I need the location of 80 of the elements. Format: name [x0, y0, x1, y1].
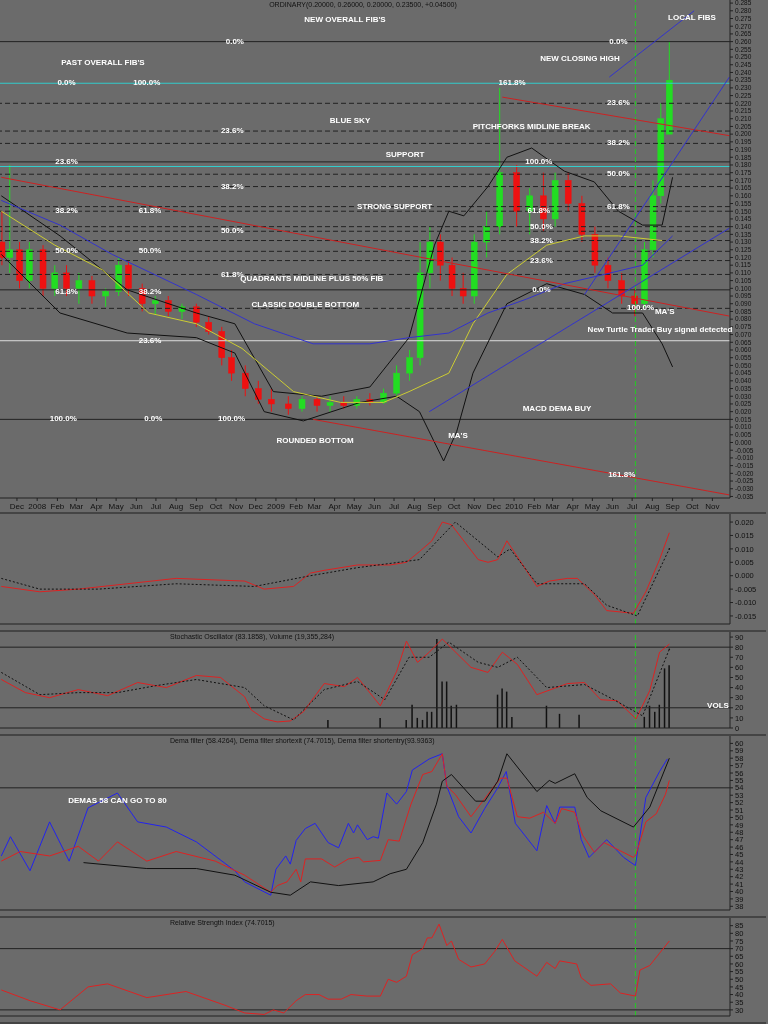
annotation: 38.2% — [530, 235, 553, 245]
annotation: 161.8% — [498, 78, 526, 88]
annotation: 50.0% — [607, 169, 630, 179]
x-tick-label: Dec — [9, 501, 25, 511]
x-tick-label: Sep — [665, 501, 681, 511]
x-tick-label: Apr — [90, 501, 104, 511]
annotation: 161.8% — [608, 469, 636, 479]
annotation: 0.0% — [609, 36, 628, 46]
annotation: 100.0% — [49, 414, 77, 424]
x-tick-label: 2010 — [505, 501, 524, 511]
annotation: MA'S — [448, 431, 468, 440]
x-tick-label: Jun — [368, 501, 381, 511]
annotation: MACD DEMA BUY — [522, 404, 592, 413]
annotation: 50.0% — [55, 246, 78, 256]
x-tick-label: Sep — [427, 501, 443, 511]
x-tick-label: Aug — [407, 501, 422, 511]
x-tick-label: Jul — [150, 501, 162, 511]
x-tick-label: Aug — [645, 501, 660, 511]
annotation: CLASSIC DOUBLE BOTTOM — [251, 300, 360, 310]
x-tick-label: Jul — [627, 501, 638, 511]
x-tick-label: Dec — [486, 501, 501, 511]
annotation: ROUNDED BOTTOM — [276, 436, 354, 445]
x-tick-label: Apr — [328, 501, 342, 511]
annotation: VOLS — [707, 701, 729, 710]
annotation: 0.0% — [144, 414, 163, 424]
annotation: LOCAL FIBS — [668, 13, 716, 22]
annotation: 23.6% — [220, 126, 244, 136]
annotation: PAST OVERALL FIB'S — [61, 58, 145, 67]
annotation: 50.0% — [530, 221, 553, 231]
annotation: 61.8% — [138, 206, 162, 216]
x-tick-label: Feb — [50, 501, 65, 511]
x-tick-label: Sep — [189, 501, 205, 511]
annotation: 61.8% — [607, 201, 630, 211]
annotation: 61.8% — [55, 286, 78, 296]
annotation: 50.0% — [220, 226, 244, 236]
annotation: 23.6% — [607, 98, 630, 108]
annotation: 100.0% — [133, 78, 161, 88]
annotation: 38.2% — [138, 286, 162, 296]
x-tick-label: 2008 — [28, 501, 47, 511]
x-tick-label: May — [584, 501, 600, 511]
annotation: NEW OVERALL FIB'S — [304, 15, 386, 24]
annotation: 23.6% — [530, 255, 553, 265]
x-tick-label: Jun — [129, 501, 143, 511]
x-tick-label: Feb — [527, 501, 542, 511]
annotation: 38.2% — [55, 206, 78, 216]
x-tick-label: Jul — [388, 501, 400, 511]
annotation: MA'S — [654, 306, 676, 316]
x-tick-label: May — [108, 501, 124, 511]
x-tick-label: Aug — [169, 501, 184, 511]
annotation: 61.8% — [527, 206, 551, 216]
x-tick-label: Nov — [229, 501, 244, 511]
annotation: 100.0% — [525, 157, 553, 166]
x-tick-label: May — [346, 501, 362, 511]
x-tick-label: Mar — [307, 501, 322, 511]
annotation: NEW CLOSING HIGH — [540, 54, 620, 63]
x-tick-label: Mar — [545, 501, 560, 511]
annotation: BLUE SKY — [329, 116, 371, 125]
x-tick-label: Apr — [566, 501, 580, 511]
x-tick-label: Oct — [685, 501, 700, 511]
annotation: 0.0% — [57, 78, 76, 88]
annotation: SUPPORT — [385, 150, 425, 159]
annotation: 38.2% — [607, 138, 630, 148]
x-tick-label: Mar — [69, 501, 84, 511]
annotation: New Turtle Trader Buy signal detected — [587, 325, 733, 334]
x-tick-label: 2009 — [267, 501, 286, 511]
x-tick-label: Nov — [705, 501, 720, 511]
x-tick-label: Feb — [289, 501, 304, 511]
annotation: 0.0% — [532, 284, 551, 294]
annotation: 0.0% — [225, 36, 244, 46]
x-tick-label: Nov — [467, 501, 482, 511]
x-tick-label: Oct — [209, 501, 223, 511]
x-tick-label: Oct — [447, 501, 462, 511]
annotation: STRONG SUPPORT — [357, 201, 433, 211]
annotation: 23.6% — [55, 157, 78, 166]
annotation: 38.2% — [220, 181, 244, 191]
annotation: DEMAS 58 CAN GO TO 80 — [68, 795, 168, 805]
x-tick-label: Dec — [248, 501, 263, 511]
annotation: 50.0% — [138, 246, 162, 256]
x-tick-label: Jun — [606, 501, 620, 511]
annotation: 100.0% — [218, 414, 246, 424]
